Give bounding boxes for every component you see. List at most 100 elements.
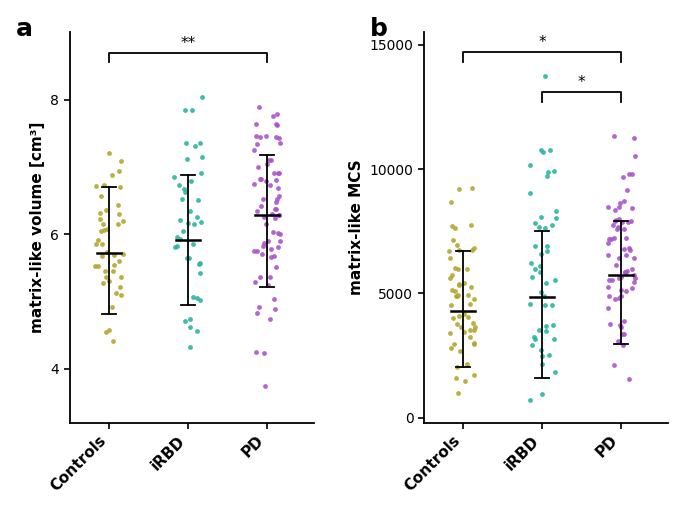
Text: **: ** [180, 36, 196, 51]
Point [99, 181, 110, 189]
Text: *: * [538, 35, 546, 51]
Point [91, 240, 102, 248]
Point [469, 326, 480, 334]
Point [181, 139, 192, 147]
Point [541, 278, 552, 287]
Point [100, 206, 111, 214]
Point [188, 220, 199, 228]
Point [525, 189, 536, 197]
Point [525, 299, 536, 308]
Point [173, 181, 184, 189]
Point [251, 132, 262, 140]
Point [270, 214, 281, 222]
Point [108, 261, 119, 269]
Point [251, 120, 262, 128]
Point [524, 396, 535, 404]
Point [530, 265, 540, 273]
Point [610, 216, 621, 224]
Point [615, 286, 626, 294]
Point [104, 326, 115, 334]
Point [616, 330, 627, 338]
Point [90, 262, 101, 270]
Point [252, 163, 263, 171]
Point [458, 328, 469, 336]
Point [540, 322, 551, 330]
Point [92, 236, 103, 244]
Point [101, 225, 112, 234]
Point [249, 180, 260, 189]
Point [609, 132, 620, 140]
Point [610, 206, 621, 215]
Point [107, 171, 118, 179]
Point [194, 260, 205, 268]
Point [269, 169, 279, 177]
Point [451, 292, 462, 300]
Point [619, 245, 630, 253]
Point [181, 253, 192, 262]
Point [256, 202, 267, 211]
Text: a: a [16, 17, 33, 41]
Point [469, 243, 479, 251]
Point [611, 225, 622, 233]
Point [447, 314, 458, 322]
Point [271, 198, 282, 206]
Text: b: b [370, 17, 388, 41]
Point [254, 175, 265, 183]
Point [525, 259, 536, 267]
Point [609, 234, 620, 242]
Point [455, 323, 466, 331]
Point [192, 196, 203, 204]
Point [196, 169, 207, 177]
Point [101, 273, 112, 282]
Point [465, 333, 476, 341]
Point [108, 250, 119, 259]
Point [542, 247, 553, 255]
Point [603, 239, 614, 247]
Point [540, 72, 551, 80]
Point [619, 225, 630, 233]
Point [271, 175, 282, 183]
Point [604, 320, 615, 328]
Point [267, 210, 278, 218]
Point [179, 185, 190, 194]
Point [266, 156, 277, 164]
Point [116, 272, 127, 281]
Point [540, 224, 551, 232]
Point [271, 205, 282, 214]
Point [542, 168, 553, 176]
Point [621, 251, 632, 259]
Point [616, 218, 627, 226]
Point [463, 313, 474, 321]
Point [536, 390, 547, 398]
Point [113, 201, 124, 210]
Point [184, 323, 195, 332]
Point [184, 207, 195, 215]
Point [97, 251, 108, 260]
Point [192, 327, 203, 335]
Point [551, 214, 562, 222]
Point [103, 277, 114, 285]
Point [116, 291, 127, 299]
Point [175, 216, 186, 224]
Point [452, 320, 463, 328]
Point [445, 198, 456, 206]
Point [184, 343, 195, 352]
Point [609, 295, 620, 304]
Point [264, 156, 275, 164]
Point [458, 279, 469, 287]
Point [622, 267, 633, 275]
Point [90, 182, 101, 190]
Point [179, 106, 190, 114]
Point [549, 335, 560, 343]
Point [609, 217, 620, 225]
Point [259, 239, 270, 247]
Point [267, 228, 278, 236]
Point [106, 303, 117, 311]
Point [629, 133, 640, 142]
Point [266, 245, 277, 253]
Point [621, 287, 632, 295]
Point [545, 146, 556, 154]
Point [269, 295, 279, 304]
Point [627, 284, 638, 292]
Point [536, 353, 547, 361]
